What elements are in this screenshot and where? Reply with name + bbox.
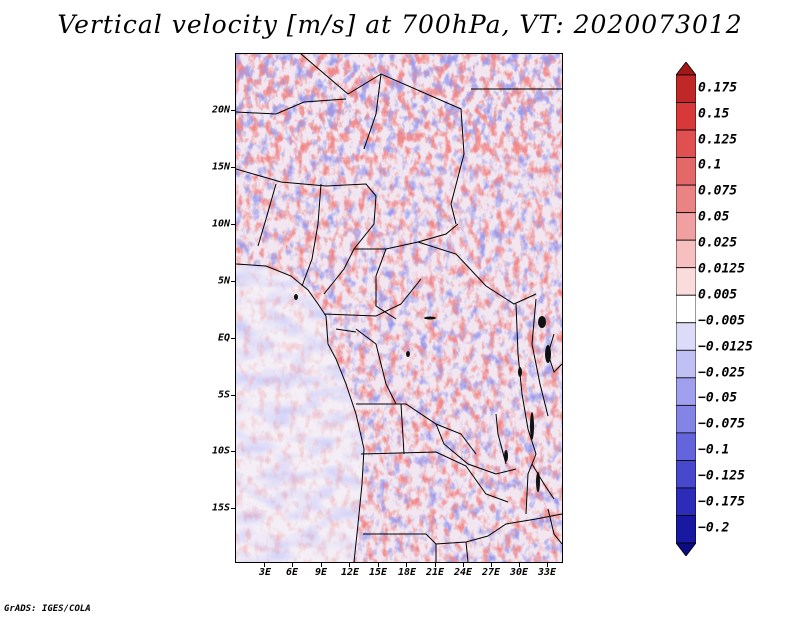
lat-tick bbox=[231, 167, 235, 168]
colorbar-swatch bbox=[676, 404, 696, 434]
lat-label-10n: 10N bbox=[211, 218, 230, 230]
lon-label-15e: 15E bbox=[368, 567, 388, 578]
lon-label-27e: 27E bbox=[481, 567, 501, 578]
colorbar-swatch bbox=[676, 157, 696, 186]
colorbar-swatch bbox=[676, 487, 696, 516]
colorbar-swatch bbox=[676, 267, 696, 296]
lat-label-5s: 5S bbox=[217, 389, 230, 401]
lon-tick bbox=[292, 563, 293, 567]
lon-tick bbox=[378, 563, 379, 567]
lon-tick bbox=[406, 563, 407, 567]
colorbar bbox=[676, 62, 696, 556]
colorbar-label: 0.025 bbox=[698, 235, 738, 251]
colorbar-swatch bbox=[676, 294, 696, 324]
colorbar-label: −0.005 bbox=[698, 313, 745, 329]
lat-tick bbox=[231, 508, 235, 509]
map-canvas bbox=[236, 54, 562, 562]
colorbar-swatch bbox=[676, 460, 696, 489]
lon-tick bbox=[463, 563, 464, 567]
colorbar-swatch bbox=[676, 212, 696, 241]
colorbar-swatch bbox=[676, 102, 696, 131]
lon-tick bbox=[264, 563, 265, 567]
lon-tick bbox=[321, 563, 322, 567]
lon-label-3e: 3E bbox=[258, 567, 272, 578]
colorbar-swatch bbox=[676, 184, 696, 214]
footer-credit: GrADS: IGES/COLA bbox=[4, 604, 91, 614]
lon-tick bbox=[519, 563, 520, 567]
colorbar-swatch bbox=[676, 377, 696, 406]
colorbar-swatch bbox=[676, 515, 696, 544]
colorbar-label: 0.175 bbox=[698, 80, 738, 96]
colorbar-label: −0.175 bbox=[698, 494, 745, 510]
colorbar-label: 0.0125 bbox=[698, 261, 745, 277]
colorbar-label: −0.2 bbox=[698, 520, 730, 536]
lon-label-12e: 12E bbox=[340, 567, 360, 578]
lat-tick bbox=[231, 224, 235, 225]
lat-label-15s: 15S bbox=[211, 502, 230, 514]
lat-tick bbox=[231, 451, 235, 452]
lon-label-24e: 24E bbox=[453, 567, 473, 578]
lon-label-6e: 6E bbox=[285, 567, 299, 578]
lat-tick bbox=[231, 110, 235, 111]
figure-title: Vertical velocity [m/s] at 700hPa, VT: 2… bbox=[57, 10, 743, 39]
lon-label-9e: 9E bbox=[314, 567, 328, 578]
lon-tick bbox=[435, 563, 436, 567]
colorbar-label: −0.05 bbox=[698, 390, 738, 406]
lon-label-30e: 30E bbox=[509, 567, 529, 578]
colorbar-label: 0.1 bbox=[698, 157, 722, 173]
lakes bbox=[294, 294, 551, 492]
colorbar-swatch bbox=[676, 129, 696, 158]
lat-tick bbox=[231, 395, 235, 396]
lat-label-eq: EQ bbox=[217, 332, 230, 344]
colorbar-swatch bbox=[676, 349, 696, 379]
lat-label-10s: 10S bbox=[211, 445, 230, 457]
colorbar-label: 0.15 bbox=[698, 106, 730, 122]
lon-label-21e: 21E bbox=[425, 567, 445, 578]
lon-tick bbox=[491, 563, 492, 567]
colorbar-swatch bbox=[676, 432, 696, 461]
colorbar-swatch bbox=[676, 322, 696, 351]
colorbar-label: 0.075 bbox=[698, 183, 738, 199]
colorbar-swatch-min bbox=[676, 542, 696, 556]
map-panel bbox=[235, 53, 563, 563]
colorbar-label: 0.125 bbox=[698, 132, 738, 148]
colorbar-swatch bbox=[676, 74, 696, 103]
lon-tick bbox=[547, 563, 548, 567]
lat-tick bbox=[231, 338, 235, 339]
colorbar-label: −0.125 bbox=[698, 468, 745, 484]
colorbar-label: −0.0125 bbox=[698, 339, 753, 355]
colorbar-label: 0.005 bbox=[698, 287, 738, 303]
colorbar-label: −0.075 bbox=[698, 416, 745, 432]
lat-tick bbox=[231, 281, 235, 282]
colorbar-swatch bbox=[676, 239, 696, 269]
lat-label-5n: 5N bbox=[217, 275, 230, 287]
lon-tick bbox=[349, 563, 350, 567]
lat-label-15n: 15N bbox=[211, 161, 230, 173]
lon-label-33e: 33E bbox=[537, 567, 557, 578]
colorbar-label: −0.025 bbox=[698, 365, 745, 381]
lat-label-20n: 20N bbox=[211, 104, 230, 116]
coastlines-and-borders bbox=[236, 54, 562, 562]
colorbar-label: 0.05 bbox=[698, 209, 730, 225]
lon-label-18e: 18E bbox=[397, 567, 417, 578]
colorbar-label: −0.1 bbox=[698, 442, 730, 458]
colorbar-swatch-max bbox=[676, 62, 696, 76]
